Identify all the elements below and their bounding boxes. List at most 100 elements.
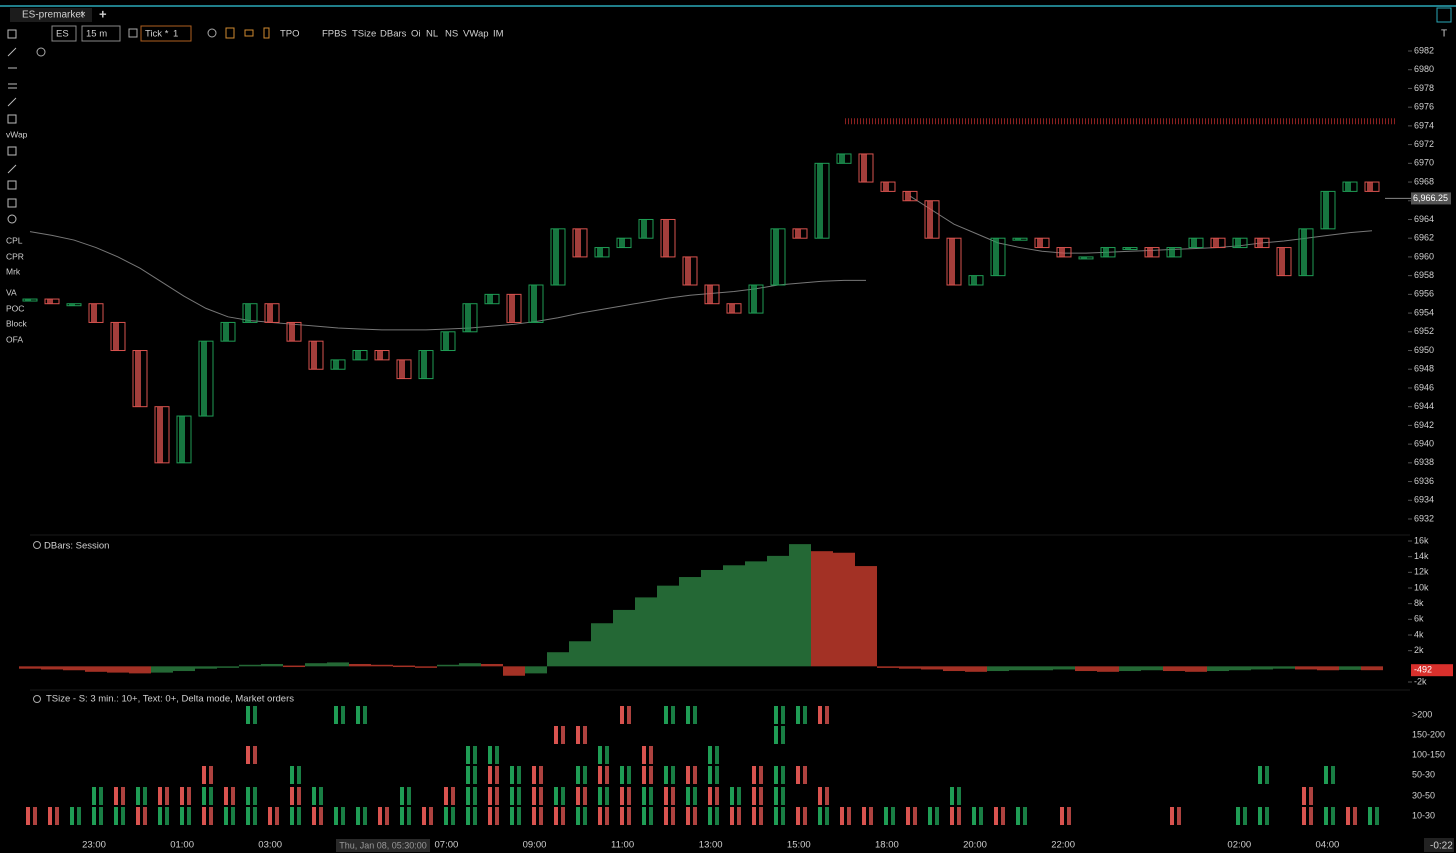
tsize-mark xyxy=(114,787,118,805)
settings-icon[interactable] xyxy=(36,47,46,57)
delta-bar xyxy=(679,577,701,667)
tsize-mark xyxy=(906,807,910,825)
row-label: 30-50 xyxy=(1412,790,1435,800)
tsize-mark xyxy=(1060,807,1064,825)
tsize-mark xyxy=(451,807,455,825)
delta-bar xyxy=(811,551,833,667)
x-tick-label: 04:00 xyxy=(1316,840,1340,851)
delta-bar xyxy=(1185,666,1207,672)
sidebar-item[interactable]: CPR xyxy=(6,251,24,261)
tsize-mark xyxy=(209,807,213,825)
tsize-mark xyxy=(253,787,257,805)
settings-icon[interactable] xyxy=(33,695,41,703)
sidebar-item[interactable]: VA xyxy=(6,287,17,297)
symbol[interactable]: ES xyxy=(56,29,69,40)
delta-bar xyxy=(591,623,613,667)
toolbar-item[interactable]: DBars xyxy=(380,29,407,40)
candle-profile xyxy=(1323,191,1329,229)
tab-add[interactable]: + xyxy=(99,6,107,21)
delta-bar xyxy=(943,666,965,672)
candle-profile xyxy=(861,153,867,183)
icon[interactable] xyxy=(244,29,254,37)
tsize-mark xyxy=(202,766,206,784)
tsize-mark xyxy=(407,807,411,825)
sidebar-item[interactable]: POC xyxy=(6,303,24,313)
tick-label[interactable]: Tick * xyxy=(145,29,169,40)
sidebar-item[interactable]: Block xyxy=(6,318,28,328)
tsize-mark xyxy=(510,766,514,784)
tsize-mark xyxy=(686,766,690,784)
candle-profile xyxy=(575,228,581,257)
delta-bar xyxy=(789,544,811,667)
icon[interactable] xyxy=(7,29,17,39)
tick-value[interactable]: 1 xyxy=(173,29,178,40)
icon[interactable] xyxy=(7,164,17,174)
sidebar-item[interactable]: Mrk xyxy=(6,266,21,276)
tsize-mark xyxy=(473,787,477,805)
icon[interactable] xyxy=(7,214,17,224)
tsize-mark xyxy=(774,766,778,784)
y-tick-label: 6968 xyxy=(1414,176,1434,186)
candle-profile xyxy=(993,238,999,276)
tsize-mark xyxy=(781,706,785,724)
tick-box[interactable] xyxy=(140,25,192,42)
icon[interactable] xyxy=(7,146,17,156)
tsize-mark xyxy=(334,807,338,825)
candle-profile xyxy=(1015,238,1021,241)
tsize-mark xyxy=(312,807,316,825)
tsize-mark xyxy=(825,807,829,825)
tsize-mark xyxy=(495,746,499,764)
tsize-mark xyxy=(840,807,844,825)
sidebar-item[interactable]: vWap xyxy=(6,129,28,139)
toolbar-item[interactable]: Oi xyxy=(411,29,421,40)
tsize-mark xyxy=(759,766,763,784)
y-tick-label: 6962 xyxy=(1414,233,1434,243)
tab[interactable] xyxy=(10,8,92,22)
tab-title[interactable]: ES-premarket xyxy=(22,10,84,21)
tsize-mark xyxy=(1001,807,1005,825)
tsize-mark xyxy=(253,746,257,764)
icon[interactable] xyxy=(225,27,235,39)
tsize-mark xyxy=(400,807,404,825)
symbol-box[interactable] xyxy=(51,25,77,42)
window-button[interactable] xyxy=(1436,7,1452,23)
icon[interactable] xyxy=(7,114,17,124)
candle-profile xyxy=(949,238,955,285)
tsize-mark xyxy=(1258,766,1262,784)
settings-icon[interactable] xyxy=(33,541,41,549)
delta-bar xyxy=(1229,666,1251,671)
toolbar-item[interactable]: VWap xyxy=(463,29,489,40)
icon[interactable] xyxy=(7,47,17,57)
tsize-mark xyxy=(664,807,668,825)
delta-bar xyxy=(173,666,195,672)
tsize-mark xyxy=(891,807,895,825)
tsize-mark xyxy=(774,807,778,825)
settings-icon[interactable] xyxy=(207,28,217,38)
icon[interactable] xyxy=(7,198,17,208)
toolbar-item[interactable]: NL xyxy=(426,29,438,40)
interval[interactable]: 15 m xyxy=(86,29,107,40)
tsize-mark xyxy=(994,807,998,825)
tsize-mark xyxy=(686,706,690,724)
toolbar-item[interactable]: TSize xyxy=(352,29,376,40)
icon[interactable] xyxy=(7,180,17,190)
toolbar-item[interactable]: NS xyxy=(445,29,458,40)
candle-profile xyxy=(113,322,119,351)
sidebar-item[interactable]: CPL xyxy=(6,235,23,245)
icon[interactable] xyxy=(263,27,270,39)
checkbox[interactable] xyxy=(128,28,138,38)
tsize-mark xyxy=(341,706,345,724)
tsize-mark xyxy=(598,746,602,764)
delta-bar xyxy=(459,663,481,667)
toolbar-item[interactable]: FPBS xyxy=(322,29,347,40)
toolbar-item[interactable]: IM xyxy=(493,29,504,40)
sidebar-item[interactable]: OFA xyxy=(6,334,23,344)
tab-close[interactable]: × xyxy=(80,10,86,21)
icon[interactable] xyxy=(7,97,17,107)
tsize-mark xyxy=(554,787,558,805)
interval-box[interactable] xyxy=(81,25,121,42)
corner-tool[interactable]: T xyxy=(1441,29,1447,40)
toolbar-item[interactable]: TPO xyxy=(280,29,300,40)
tsize-mark xyxy=(693,807,697,825)
